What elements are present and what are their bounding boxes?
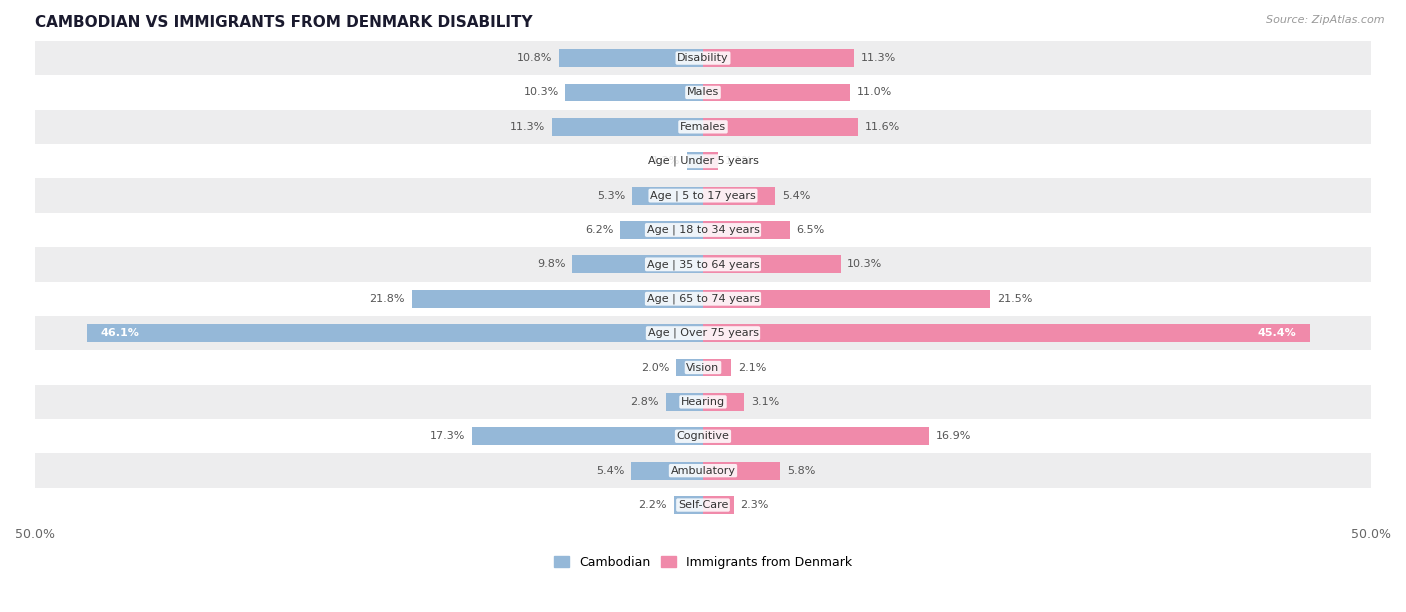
Text: 17.3%: 17.3% <box>430 431 465 441</box>
Text: 11.0%: 11.0% <box>856 88 891 97</box>
Bar <box>676 359 703 376</box>
Text: Cognitive: Cognitive <box>676 431 730 441</box>
Text: 2.1%: 2.1% <box>738 362 766 373</box>
Text: 1.2%: 1.2% <box>652 156 681 166</box>
Bar <box>472 427 703 445</box>
Bar <box>35 213 1371 247</box>
Bar <box>35 419 1371 453</box>
Bar <box>35 75 1371 110</box>
Text: 21.8%: 21.8% <box>370 294 405 304</box>
Text: Disability: Disability <box>678 53 728 63</box>
Bar <box>572 255 703 274</box>
Legend: Cambodian, Immigrants from Denmark: Cambodian, Immigrants from Denmark <box>550 551 856 573</box>
Text: Vision: Vision <box>686 362 720 373</box>
Text: Age | 5 to 17 years: Age | 5 to 17 years <box>650 190 756 201</box>
Bar <box>35 144 1371 179</box>
Text: Ambulatory: Ambulatory <box>671 466 735 476</box>
Bar <box>553 118 703 136</box>
Bar <box>703 221 790 239</box>
Bar <box>35 247 1371 282</box>
Text: 9.8%: 9.8% <box>537 259 565 269</box>
Bar <box>703 290 990 308</box>
Text: 5.4%: 5.4% <box>596 466 624 476</box>
Bar <box>35 316 1371 350</box>
Text: 2.2%: 2.2% <box>638 500 666 510</box>
Bar <box>703 324 1309 342</box>
Text: Age | 65 to 74 years: Age | 65 to 74 years <box>647 294 759 304</box>
Bar <box>703 83 851 102</box>
Text: 2.8%: 2.8% <box>630 397 659 407</box>
Text: 11.3%: 11.3% <box>860 53 896 63</box>
Bar <box>703 118 858 136</box>
Bar <box>412 290 703 308</box>
Text: 21.5%: 21.5% <box>997 294 1032 304</box>
Bar <box>35 350 1371 385</box>
Text: 1.1%: 1.1% <box>724 156 752 166</box>
Bar <box>703 152 717 170</box>
Text: 5.4%: 5.4% <box>782 190 810 201</box>
Bar <box>703 49 853 67</box>
Text: 5.8%: 5.8% <box>787 466 815 476</box>
Bar <box>633 187 703 204</box>
Bar <box>620 221 703 239</box>
Bar <box>558 49 703 67</box>
Text: 11.6%: 11.6% <box>865 122 900 132</box>
Bar <box>35 179 1371 213</box>
Text: CAMBODIAN VS IMMIGRANTS FROM DENMARK DISABILITY: CAMBODIAN VS IMMIGRANTS FROM DENMARK DIS… <box>35 15 533 30</box>
Text: 2.3%: 2.3% <box>741 500 769 510</box>
Text: 3.1%: 3.1% <box>751 397 779 407</box>
Bar <box>35 488 1371 522</box>
Text: 6.2%: 6.2% <box>585 225 613 235</box>
Text: 10.8%: 10.8% <box>516 53 553 63</box>
Text: Age | 18 to 34 years: Age | 18 to 34 years <box>647 225 759 235</box>
Bar <box>703 255 841 274</box>
Text: Age | Under 5 years: Age | Under 5 years <box>648 156 758 166</box>
Bar <box>631 461 703 480</box>
Bar <box>35 41 1371 75</box>
Text: 45.4%: 45.4% <box>1257 328 1296 338</box>
Text: 5.3%: 5.3% <box>598 190 626 201</box>
Text: Females: Females <box>681 122 725 132</box>
Bar <box>703 427 929 445</box>
Bar <box>35 282 1371 316</box>
Text: 10.3%: 10.3% <box>848 259 883 269</box>
Text: 6.5%: 6.5% <box>797 225 825 235</box>
Text: 46.1%: 46.1% <box>100 328 139 338</box>
Bar <box>87 324 703 342</box>
Text: 10.3%: 10.3% <box>523 88 558 97</box>
Bar <box>565 83 703 102</box>
Bar <box>35 110 1371 144</box>
Text: 16.9%: 16.9% <box>935 431 970 441</box>
Text: Self-Care: Self-Care <box>678 500 728 510</box>
Bar <box>665 393 703 411</box>
Bar <box>703 393 744 411</box>
Bar <box>673 496 703 514</box>
Bar <box>35 385 1371 419</box>
Text: Males: Males <box>688 88 718 97</box>
Text: Hearing: Hearing <box>681 397 725 407</box>
Text: 11.3%: 11.3% <box>510 122 546 132</box>
Text: Source: ZipAtlas.com: Source: ZipAtlas.com <box>1267 15 1385 25</box>
Text: Age | Over 75 years: Age | Over 75 years <box>648 328 758 338</box>
Bar <box>703 359 731 376</box>
Bar <box>688 152 703 170</box>
Bar <box>703 496 734 514</box>
Text: Age | 35 to 64 years: Age | 35 to 64 years <box>647 259 759 270</box>
Bar <box>703 461 780 480</box>
Text: 2.0%: 2.0% <box>641 362 669 373</box>
Bar <box>703 187 775 204</box>
Bar <box>35 453 1371 488</box>
